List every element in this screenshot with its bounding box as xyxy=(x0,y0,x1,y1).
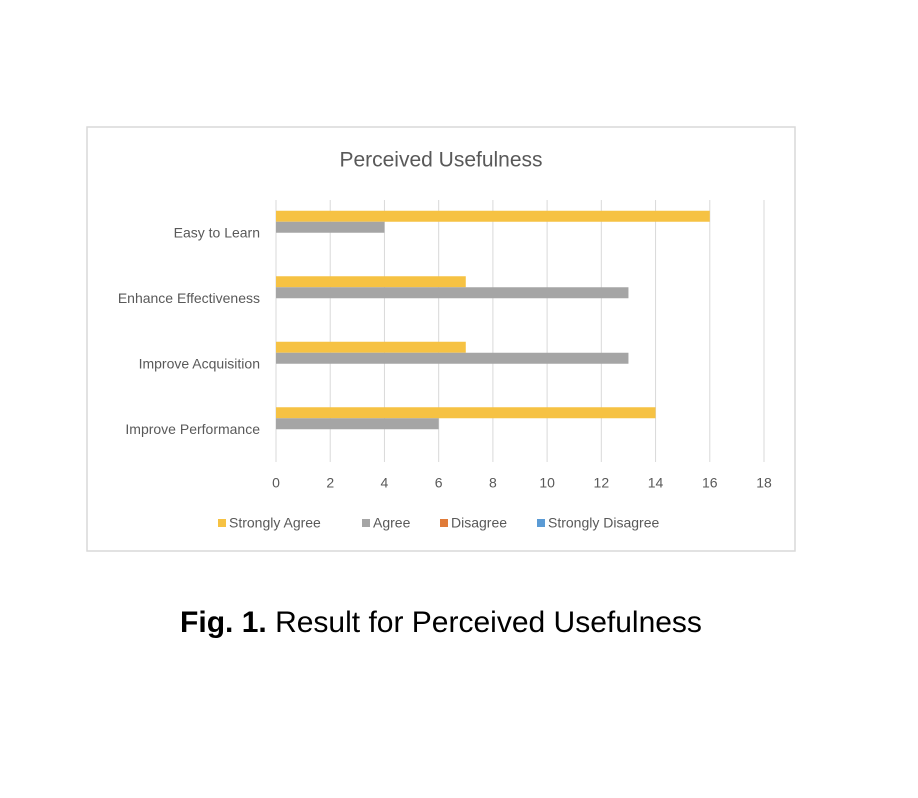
bar xyxy=(276,210,710,222)
bar xyxy=(276,352,629,364)
x-tick-label: 14 xyxy=(648,475,664,491)
caption: Fig. 1. Result for Perceived Usefulness xyxy=(180,606,702,639)
y-tick-label: Improve Performance xyxy=(125,421,260,437)
x-tick-label: 6 xyxy=(435,475,443,491)
bar xyxy=(276,407,656,419)
legend-swatch xyxy=(362,519,370,527)
bar xyxy=(276,341,466,353)
y-tick-label: Improve Acquisition xyxy=(139,355,260,371)
caption-text: Result for Perceived Usefulness xyxy=(275,606,702,639)
x-tick-label: 16 xyxy=(702,475,718,491)
x-tick-label: 18 xyxy=(756,475,772,491)
legend-label: Disagree xyxy=(451,515,507,531)
chart-frame xyxy=(86,126,796,552)
y-tick-label: Enhance Effectiveness xyxy=(118,290,260,306)
chart-title: Perceived Usefulness xyxy=(339,149,542,172)
bar xyxy=(276,287,629,299)
legend-swatch xyxy=(218,519,226,527)
x-tick-label: 0 xyxy=(272,475,280,491)
legend-label: Strongly Disagree xyxy=(548,515,659,531)
legend-swatch xyxy=(440,519,448,527)
x-tick-label: 12 xyxy=(594,475,610,491)
x-tick-label: 10 xyxy=(539,475,555,491)
legend-label: Strongly Agree xyxy=(229,515,321,531)
x-tick-label: 4 xyxy=(381,475,389,491)
bar xyxy=(276,221,385,233)
legend-swatch xyxy=(537,519,545,527)
caption-label: Fig. 1. xyxy=(180,606,267,639)
x-tick-label: 2 xyxy=(326,475,334,491)
y-tick-label: Easy to Learn xyxy=(174,224,260,240)
x-tick-label: 8 xyxy=(489,475,497,491)
bar xyxy=(276,276,466,288)
bar xyxy=(276,418,439,430)
legend-label: Agree xyxy=(373,515,411,531)
